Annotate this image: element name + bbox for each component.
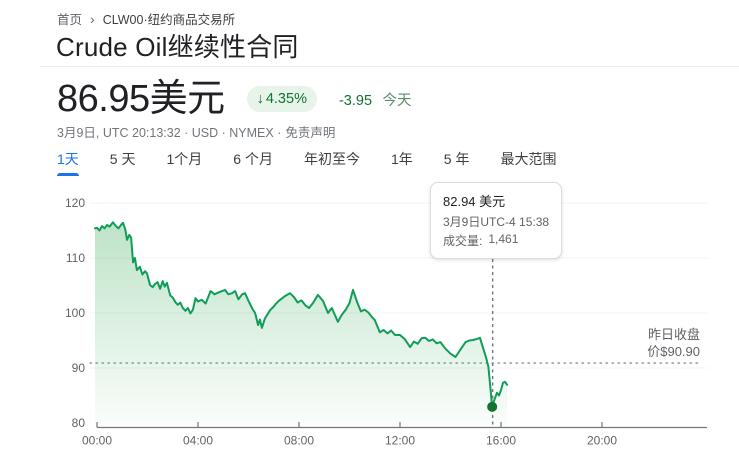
tab-5-year[interactable]: 5 年 xyxy=(443,151,470,167)
tab-1-year[interactable]: 1年 xyxy=(390,151,413,167)
tooltip-volume-label: 成交量: xyxy=(443,234,483,248)
x-axis-label: 20:00 xyxy=(587,434,617,448)
change-percent-badge: ↓ 4.35% xyxy=(246,86,317,112)
tab-max[interactable]: 最大范围 xyxy=(500,151,557,167)
tab-ytd[interactable]: 年初至今 xyxy=(303,151,360,167)
tab-1-month[interactable]: 1个月 xyxy=(166,151,203,167)
tooltip-time: 3月9日UTC-4 15:38 xyxy=(443,215,550,229)
change-absolute-group: -3.95 今天 xyxy=(339,89,412,110)
x-axis-label: 00:00 xyxy=(82,434,112,448)
chevron-right-icon: › xyxy=(90,10,95,27)
y-axis-label: 110 xyxy=(66,251,85,265)
tooltip-volume: 成交量: 1,461 xyxy=(443,232,549,249)
y-axis-label: 120 xyxy=(65,196,85,210)
y-axis-label: 80 xyxy=(72,416,86,430)
y-axis-label: 90 xyxy=(72,361,86,375)
tooltip-price: 82.94 美元 xyxy=(443,194,506,209)
disclaimer-link[interactable]: 免责声明 xyxy=(285,126,336,140)
tab-5-day[interactable]: 5 天 xyxy=(109,151,136,167)
page-title: Crude Oil继续性合同 xyxy=(56,32,299,62)
range-tabs: 1天 5 天 1个月 6 个月 年初至今 1年 5 年 最大范围 xyxy=(57,149,556,180)
arrow-down-icon: ↓ xyxy=(256,91,264,107)
chart-tooltip: 82.94 美元 3月9日UTC-4 15:38 成交量: 1,461 xyxy=(430,182,563,259)
quote-meta: 3月9日, UTC 20:13:32 · USD · NYMEX · 免责声明 xyxy=(57,122,335,141)
x-axis-label: 08:00 xyxy=(284,434,314,448)
tooltip-volume-value: 1,461 xyxy=(488,232,519,246)
x-axis-label: 04:00 xyxy=(183,434,213,448)
previous-close-label: 昨日收盘价$90.90 xyxy=(647,327,700,359)
breadcrumb: 首页 › CLW00·纽约商品交易所 xyxy=(57,9,235,28)
tab-1-day[interactable]: 1天 xyxy=(57,149,79,180)
price-line xyxy=(94,221,509,409)
breadcrumb-symbol: CLW00·纽约商品交易所 xyxy=(102,13,236,27)
price-chart[interactable]: 80 90 100 110 120 00:00 04:00 08:00 12:00 16:00 20… xyxy=(0,188,739,455)
selected-point-dot xyxy=(487,401,498,412)
current-price: 86.95美元 xyxy=(57,78,225,120)
x-axis-label: 16:00 xyxy=(486,434,516,448)
quote-timestamp: 3月9日, UTC 20:13:32 · USD · NYMEX · xyxy=(57,126,282,140)
x-axis-label: 12:00 xyxy=(385,434,415,448)
quote-row: 86.95美元 ↓ 4.35% -3.95 今天 xyxy=(57,80,411,118)
change-period-label: 今天 xyxy=(382,92,412,109)
price-area-fill xyxy=(95,222,508,428)
change-absolute-value: -3.95 xyxy=(338,92,373,109)
tab-6-month[interactable]: 6 个月 xyxy=(233,151,273,167)
y-axis-label: 100 xyxy=(65,306,85,320)
breadcrumb-home-link[interactable]: 首页 xyxy=(57,13,83,27)
change-percent-value: 4.35% xyxy=(265,91,307,107)
title-divider xyxy=(40,66,739,67)
